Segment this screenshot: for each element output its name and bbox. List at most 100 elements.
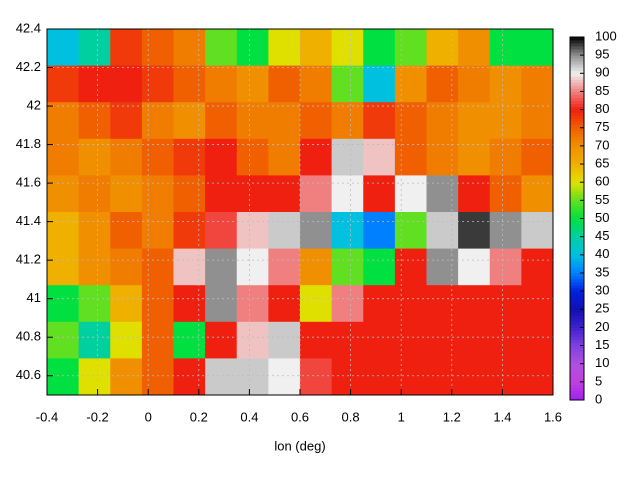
colorbar-strip bbox=[570, 124, 584, 129]
heat-cell bbox=[110, 102, 143, 140]
heat-cell bbox=[458, 321, 491, 359]
heat-cell bbox=[394, 102, 427, 140]
heat-cell bbox=[141, 138, 174, 176]
heat-cell bbox=[205, 212, 238, 250]
colorbar-tick-label: 25 bbox=[595, 301, 609, 316]
heat-cell bbox=[78, 29, 111, 67]
colorbar-strip bbox=[570, 167, 584, 171]
colorbar-strip bbox=[570, 82, 584, 86]
colorbar-tick-label: 5 bbox=[595, 373, 602, 388]
colorbar-strip bbox=[570, 303, 584, 307]
colorbar-strip bbox=[570, 309, 584, 313]
heat-cell bbox=[363, 358, 396, 396]
heat-cell bbox=[141, 29, 174, 67]
heat-cell bbox=[489, 321, 522, 359]
colorbar-strip bbox=[570, 100, 584, 104]
heat-cell bbox=[205, 29, 238, 67]
colorbar-strip bbox=[570, 55, 584, 59]
heat-cell bbox=[236, 248, 269, 286]
colorbar-tick-label: 30 bbox=[595, 283, 609, 298]
heat-cell bbox=[268, 175, 301, 213]
colorbar-strip bbox=[570, 67, 584, 71]
heat-cell bbox=[173, 248, 206, 286]
heat-cell bbox=[363, 285, 396, 323]
heat-cell bbox=[300, 358, 333, 396]
colorbar-strip bbox=[570, 64, 584, 68]
colorbar-tick-label: 55 bbox=[595, 192, 609, 207]
x-tick-label: 1 bbox=[398, 409, 405, 424]
colorbar-tick-label: 35 bbox=[595, 264, 609, 279]
x-tick-label: -0.4 bbox=[36, 409, 58, 424]
colorbar-strip bbox=[570, 294, 584, 298]
heat-cell bbox=[173, 29, 206, 67]
colorbar-strip bbox=[570, 324, 584, 328]
heat-cell bbox=[173, 138, 206, 176]
colorbar-tick-label: 85 bbox=[595, 83, 609, 98]
heat-cell bbox=[78, 321, 111, 359]
x-tick-label: 0 bbox=[145, 409, 152, 424]
heat-cell bbox=[426, 102, 459, 140]
heat-cell bbox=[205, 138, 238, 176]
heat-cell bbox=[489, 175, 522, 213]
colorbar-strip bbox=[570, 154, 584, 159]
heat-cell bbox=[489, 212, 522, 250]
heat-cell bbox=[110, 321, 143, 359]
colorbar-strip bbox=[570, 76, 584, 80]
heat-cell bbox=[300, 138, 333, 176]
heat-cell bbox=[110, 358, 143, 396]
colorbar-strip bbox=[570, 357, 584, 362]
x-tick-label: 1.2 bbox=[443, 409, 461, 424]
colorbar-tick-label: 100 bbox=[595, 28, 617, 43]
y-tick-label: 41.8 bbox=[16, 136, 41, 151]
colorbar-strip bbox=[570, 384, 584, 389]
colorbar-strip bbox=[570, 288, 584, 292]
heatmap bbox=[47, 29, 554, 396]
heat-cell bbox=[394, 29, 427, 67]
heat-cell bbox=[426, 285, 459, 323]
heat-cell bbox=[521, 65, 554, 103]
heat-cell bbox=[173, 175, 206, 213]
colorbar-strip bbox=[570, 203, 584, 207]
heat-cell bbox=[141, 248, 174, 286]
heat-cell bbox=[331, 102, 364, 140]
heat-cell bbox=[110, 138, 143, 176]
colorbar-strip bbox=[570, 279, 584, 283]
heat-cell bbox=[47, 29, 80, 67]
heat-cell bbox=[426, 175, 459, 213]
heat-cell bbox=[236, 29, 269, 67]
colorbar-strip bbox=[570, 257, 584, 262]
heat-cell bbox=[331, 321, 364, 359]
heat-cell bbox=[205, 285, 238, 323]
colorbar-strip bbox=[570, 185, 584, 189]
heat-cell bbox=[331, 285, 364, 323]
y-tick-label: 42 bbox=[27, 97, 41, 112]
heat-cell bbox=[78, 358, 111, 396]
heat-cell bbox=[173, 65, 206, 103]
colorbar-strip bbox=[570, 372, 584, 377]
colorbar-tick-label: 50 bbox=[595, 210, 609, 225]
heat-cell bbox=[394, 65, 427, 103]
colorbar-strip bbox=[570, 236, 584, 241]
heat-cell bbox=[458, 248, 491, 286]
colorbar-strip bbox=[570, 230, 584, 235]
heat-cell bbox=[173, 321, 206, 359]
heat-cell bbox=[300, 29, 333, 67]
heat-cell bbox=[394, 138, 427, 176]
heat-cell bbox=[110, 175, 143, 213]
heat-cell bbox=[458, 29, 491, 67]
colorbar-strip bbox=[570, 248, 584, 253]
heat-cell bbox=[521, 102, 554, 140]
colorbar-strip bbox=[570, 393, 584, 398]
heat-cell bbox=[47, 285, 80, 323]
colorbar-strip bbox=[570, 354, 584, 359]
colorbar-tick-label: 80 bbox=[595, 101, 609, 116]
heat-cell bbox=[78, 65, 111, 103]
x-tick-label: 1.6 bbox=[544, 409, 562, 424]
heat-cell bbox=[426, 321, 459, 359]
colorbar-strip bbox=[570, 182, 584, 186]
heat-cell bbox=[521, 285, 554, 323]
colorbar-strip bbox=[570, 130, 584, 135]
colorbar-strip bbox=[570, 378, 584, 383]
colorbar-strip bbox=[570, 52, 584, 56]
colorbar-strip bbox=[570, 188, 584, 192]
